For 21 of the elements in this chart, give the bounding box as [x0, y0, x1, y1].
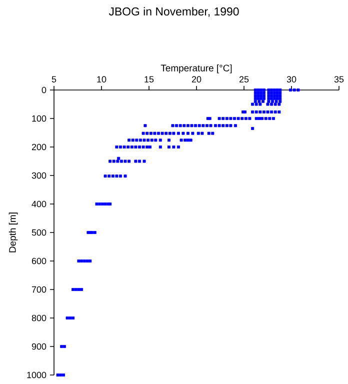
y-tick-label: 200 [32, 144, 46, 150]
x-tick-label: 10 [97, 76, 106, 82]
x-tick-label: 15 [144, 76, 154, 82]
chart-title: JBOG in November, 1990 [108, 7, 239, 17]
y-tick-label: 1000 [27, 372, 46, 378]
x-tick-label: 30 [286, 76, 296, 82]
x-tick-label: 25 [239, 76, 249, 82]
y-tick-label: 300 [32, 172, 46, 179]
x-axis-title: Temperature [°C] [160, 64, 232, 74]
y-tick-label: 100 [32, 115, 46, 122]
x-tick-label: 5 [52, 76, 56, 82]
x-tick-label: 20 [192, 76, 202, 82]
x-tick-label: 35 [334, 76, 344, 82]
y-tick-label: 400 [32, 200, 46, 208]
y-tick-label: 900 [32, 343, 46, 350]
y-tick-label: 0 [42, 86, 46, 94]
y-tick-label: 700 [32, 286, 46, 293]
y-axis-title: Depth [m] [8, 212, 18, 252]
y-tick-label: 800 [32, 314, 46, 322]
y-tick-label: 600 [32, 258, 46, 264]
y-tick-label: 500 [32, 229, 46, 236]
